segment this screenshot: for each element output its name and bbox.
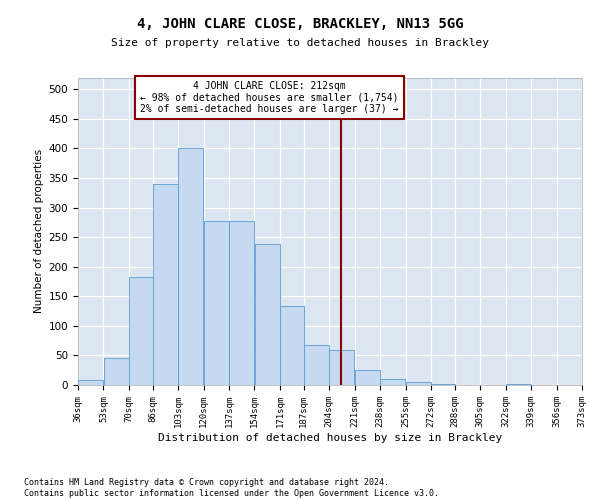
Bar <box>280 306 304 385</box>
Text: Contains HM Land Registry data © Crown copyright and database right 2024.
Contai: Contains HM Land Registry data © Crown c… <box>24 478 439 498</box>
Bar <box>129 278 152 385</box>
Y-axis label: Number of detached properties: Number of detached properties <box>34 149 44 314</box>
Bar <box>104 358 128 385</box>
Bar <box>178 148 203 385</box>
Bar <box>355 370 380 385</box>
Text: 4 JOHN CLARE CLOSE: 212sqm
← 98% of detached houses are smaller (1,754)
2% of se: 4 JOHN CLARE CLOSE: 212sqm ← 98% of deta… <box>140 80 399 114</box>
Bar <box>304 346 329 385</box>
Text: 4, JOHN CLARE CLOSE, BRACKLEY, NN13 5GG: 4, JOHN CLARE CLOSE, BRACKLEY, NN13 5GG <box>137 18 463 32</box>
X-axis label: Distribution of detached houses by size in Brackley: Distribution of detached houses by size … <box>158 432 502 442</box>
Bar <box>204 221 229 385</box>
Bar <box>406 382 431 385</box>
Bar <box>329 350 355 385</box>
Bar <box>153 184 178 385</box>
Bar <box>254 244 280 385</box>
Bar <box>506 384 531 385</box>
Bar <box>431 384 455 385</box>
Bar <box>229 221 254 385</box>
Text: Size of property relative to detached houses in Brackley: Size of property relative to detached ho… <box>111 38 489 48</box>
Bar <box>380 379 406 385</box>
Bar <box>78 380 103 385</box>
